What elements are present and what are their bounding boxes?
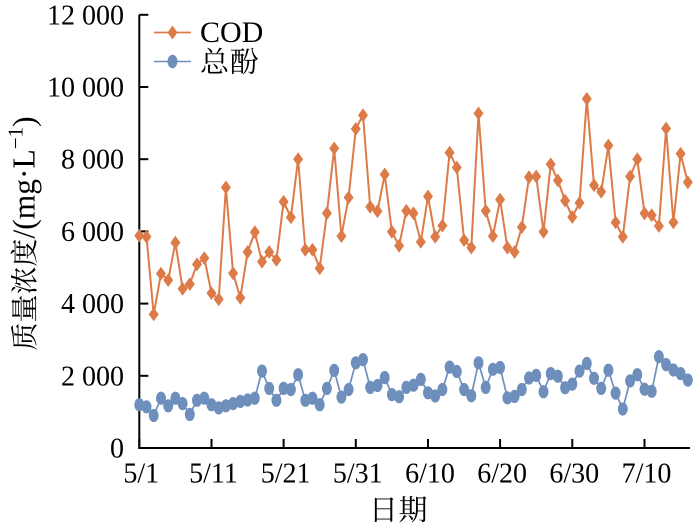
svg-text:4 000: 4 000 [61,289,124,320]
svg-text:7/10: 7/10 [622,459,672,490]
svg-text:10 000: 10 000 [47,73,124,104]
svg-text:5/31: 5/31 [333,459,383,490]
svg-text:6 000: 6 000 [61,217,124,248]
svg-text:5/11: 5/11 [189,459,238,490]
svg-text:0: 0 [110,434,124,465]
svg-text:6/30: 6/30 [549,459,599,490]
svg-text:5/1: 5/1 [123,459,159,490]
svg-text:8 000: 8 000 [61,145,124,176]
svg-text:12 000: 12 000 [47,0,124,31]
svg-text:COD: COD [200,16,263,49]
svg-text:5/21: 5/21 [261,459,311,490]
svg-text:6/20: 6/20 [477,459,527,490]
svg-text:2 000: 2 000 [61,361,124,392]
svg-text:6/10: 6/10 [405,459,455,490]
